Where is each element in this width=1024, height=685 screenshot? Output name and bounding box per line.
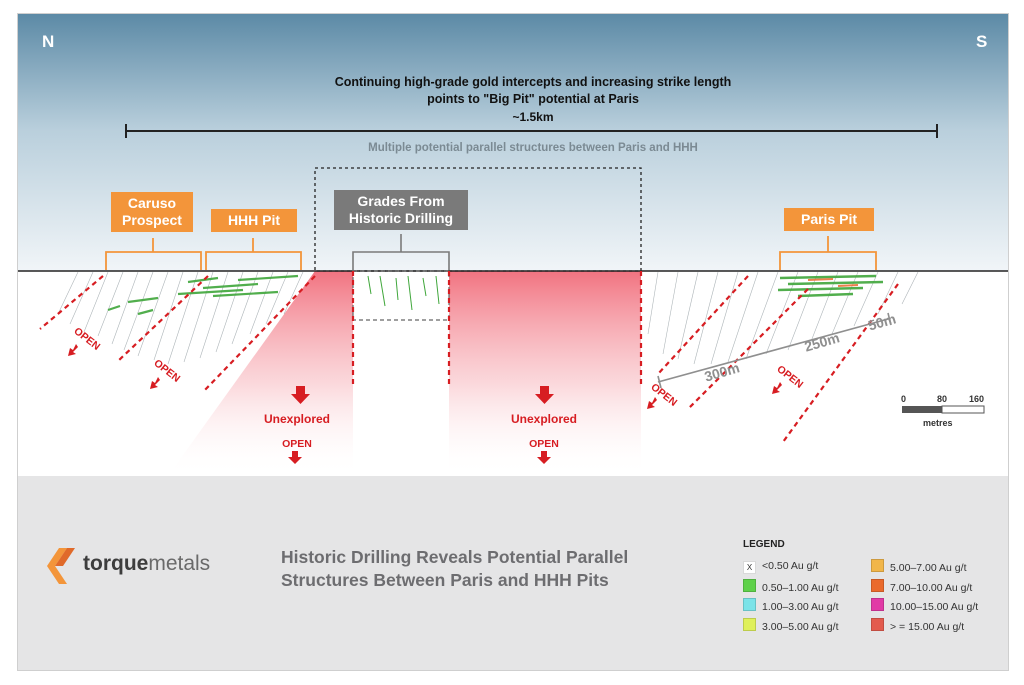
- caruso-prospect-tag: Caruso Prospect: [111, 192, 193, 232]
- drill-intercepts-west: [107, 274, 299, 316]
- footer-title: Historic Drilling Reveals Potential Para…: [281, 546, 701, 592]
- grades-tag-line2: Historic Drilling: [348, 210, 454, 226]
- legend-item: 5.00–7.00 Au g/t: [871, 559, 967, 574]
- south-label: S: [976, 32, 988, 51]
- open-arrows: [68, 344, 782, 464]
- legend-swatch: [871, 559, 884, 572]
- legend-item: 1.00–3.00 Au g/t: [743, 598, 839, 613]
- legend-swatch: [871, 578, 884, 592]
- grades-historic-drilling-tag: Grades From Historic Drilling: [334, 190, 468, 230]
- parallel-structures: [39, 271, 899, 443]
- drill-traces-central: [367, 275, 440, 311]
- figure-frame: N S Continuing high-grade gold intercept…: [17, 13, 1009, 671]
- scale-tick-80: 80: [937, 394, 948, 404]
- unexplored-zone-west: [168, 271, 353, 476]
- legend-item: X <0.50 Au g/t: [743, 559, 819, 574]
- legend-swatch: [743, 578, 756, 592]
- scale-unit: metres: [923, 418, 953, 428]
- scale-tick-0: 0: [901, 394, 907, 404]
- paris-bracket: [779, 236, 877, 270]
- legend-swatch: [743, 598, 756, 611]
- legend-swatch: [871, 598, 884, 611]
- open-label-west-down: OPEN: [282, 438, 312, 450]
- logo-word-light: metals: [148, 552, 211, 575]
- caruso-tag-line2: Prospect: [122, 212, 182, 228]
- drill-traces-west: [57, 271, 304, 365]
- unexplored-zone-central: [449, 271, 641, 476]
- grades-bracket: [352, 234, 450, 270]
- open-label-central-down: OPEN: [529, 438, 559, 450]
- logo-word-bold: torque: [83, 552, 149, 575]
- scale-bar: [902, 405, 985, 414]
- headline: Continuing high-grade gold intercepts an…: [273, 74, 793, 108]
- unexplored-label-west: Unexplored: [263, 412, 330, 426]
- legend-item: 7.00–10.00 Au g/t: [871, 578, 973, 594]
- legend-swatch: [871, 617, 884, 631]
- logo-wordmark: torquemetals: [83, 552, 210, 576]
- legend-item: 0.50–1.00 Au g/t: [743, 578, 839, 594]
- legend-label: 1.00–3.00 Au g/t: [762, 601, 839, 613]
- legend-label: 5.00–7.00 Au g/t: [890, 562, 967, 574]
- legend-item: 3.00–5.00 Au g/t: [743, 617, 839, 633]
- unexplored-label-central: Unexplored: [510, 412, 577, 426]
- drill-intercepts-east: [777, 274, 884, 298]
- legend-label: 0.50–1.00 Au g/t: [762, 581, 839, 594]
- torque-logo-icon: [47, 548, 75, 584]
- caruso-tag-line1: Caruso: [127, 195, 177, 211]
- north-label: N: [42, 32, 55, 51]
- grades-tag-line1: Grades From: [357, 193, 445, 209]
- legend-swatch: [743, 617, 756, 631]
- legend-item: > = 15.00 Au g/t: [871, 617, 965, 633]
- legend-item: 10.00–15.00 Au g/t: [871, 598, 979, 613]
- legend-label: 10.00–15.00 Au g/t: [890, 601, 979, 613]
- caruso-bracket: [105, 238, 202, 270]
- cross-section-diagram: [18, 14, 1008, 476]
- legend-swatch: X: [743, 561, 756, 574]
- scale-tick-160: 160: [969, 394, 985, 404]
- hhh-bracket: [205, 238, 302, 270]
- footer-title-line2: Structures Between Paris and HHH Pits: [281, 570, 609, 590]
- strike-length-bar: [125, 124, 938, 138]
- legend-label: > = 15.00 Au g/t: [890, 620, 965, 633]
- strike-length-label: ~1.5km: [512, 110, 554, 124]
- historic-drilling-dotted-box: [314, 167, 642, 272]
- hhh-pit-tag: HHH Pit: [211, 209, 297, 232]
- footer-panel: torquemetals Historic Drilling Reveals P…: [18, 476, 1008, 670]
- legend-title: LEGEND: [743, 539, 785, 550]
- legend-label: 7.00–10.00 Au g/t: [890, 581, 973, 594]
- headline-line1: Continuing high-grade gold intercepts an…: [334, 75, 732, 89]
- legend-label: 3.00–5.00 Au g/t: [762, 620, 839, 633]
- drill-intercepts-east-hot: [807, 278, 859, 287]
- headline-line2: points to "Big Pit" potential at Paris: [427, 92, 639, 106]
- legend-label: <0.50 Au g/t: [762, 560, 819, 572]
- parallel-structures-note: Multiple potential parallel structures b…: [368, 142, 698, 154]
- distance-measure: [657, 312, 892, 389]
- paris-pit-tag: Paris Pit: [784, 208, 874, 231]
- footer-title-line1: Historic Drilling Reveals Potential Para…: [281, 547, 629, 567]
- grades-dashed-zone: [352, 270, 450, 321]
